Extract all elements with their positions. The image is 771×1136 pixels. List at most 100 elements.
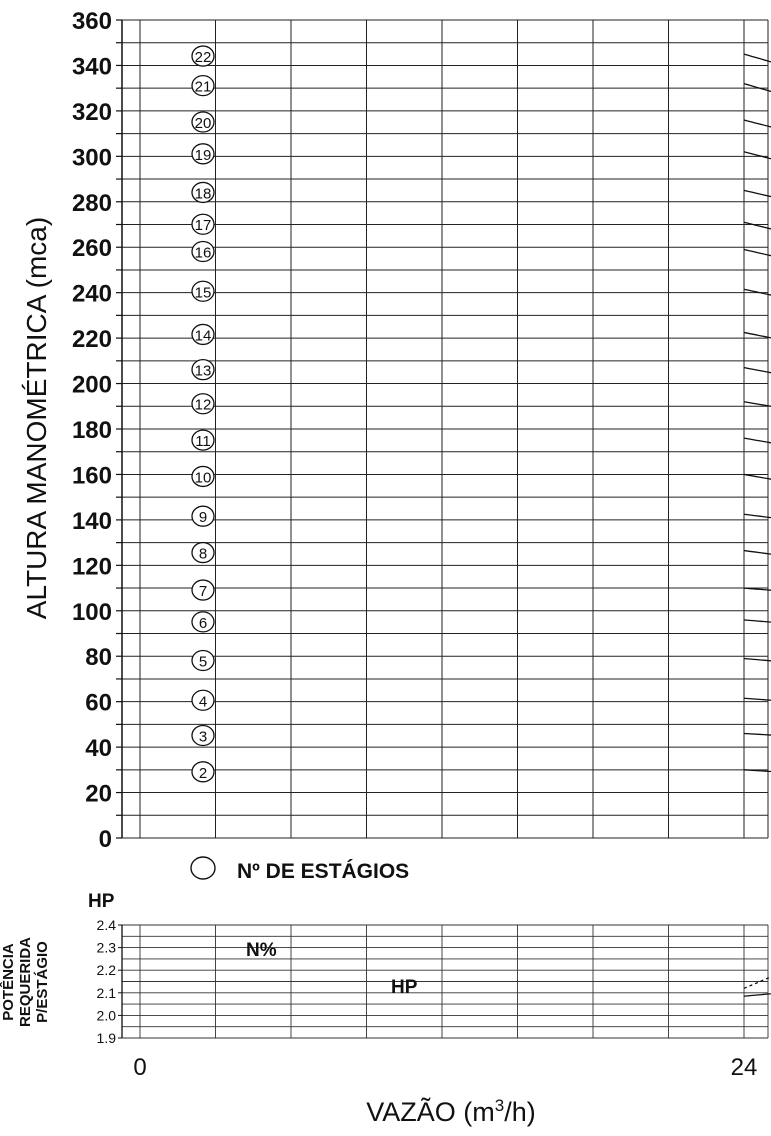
- stage-marker-8: [191, 541, 215, 564]
- stage-label-6: 6: [199, 615, 207, 632]
- y-tick-label: 240: [72, 281, 112, 308]
- x-axis-title-main: VAZÃO (m: [366, 1096, 495, 1127]
- power-ylabel-line: REQUERIDA: [17, 937, 34, 1027]
- power-y-tick-label: 1.9: [97, 1030, 117, 1046]
- power-ylabel-line: POTÊNCIA: [0, 943, 17, 1021]
- y-tick-label: 60: [85, 690, 112, 717]
- stage-marker-6: [191, 611, 215, 633]
- stage-label-9: 9: [199, 509, 207, 526]
- stage-label-10: 10: [195, 469, 212, 486]
- stage-marker-15: [191, 280, 215, 302]
- y-tick-label: 340: [72, 53, 112, 80]
- y-tick-label: 0: [99, 826, 112, 853]
- efficiency-label: N%: [246, 940, 277, 961]
- stage-label-21: 21: [195, 79, 212, 96]
- stage-marker-7: [191, 579, 215, 601]
- stage-label-2: 2: [199, 765, 207, 782]
- hp-label: HP: [391, 977, 418, 998]
- efficiency-curve: [743, 976, 771, 989]
- stage-curve-12: [743, 401, 771, 407]
- x-tick-label: 24: [731, 1054, 758, 1081]
- stage-curve-9: [743, 513, 771, 519]
- stage-label-14: 14: [195, 327, 212, 344]
- stage-marker-19: [191, 143, 215, 165]
- power-y-tick-label: 2.1: [97, 985, 117, 1001]
- x-tick-label: 0: [133, 1054, 146, 1081]
- y-tick-label: 120: [72, 553, 112, 580]
- stage-label-16: 16: [195, 244, 212, 261]
- stage-marker-21: [191, 74, 215, 97]
- x-axis-title: VAZÃO (m3/h): [366, 1096, 536, 1127]
- stage-marker-10: [191, 465, 215, 488]
- stage-label-4: 4: [199, 693, 207, 710]
- stage-label-7: 7: [199, 583, 207, 600]
- y-tick-label: 20: [85, 781, 112, 808]
- y-tick-label: 320: [72, 99, 112, 126]
- stage-label-8: 8: [199, 546, 207, 563]
- y-tick-label: 260: [72, 235, 112, 262]
- y-tick-label: 360: [72, 8, 112, 35]
- stage-marker-14: [191, 323, 215, 346]
- stage-label-11: 11: [195, 433, 211, 450]
- power-ylabel-line: P/ESTÁGIO: [34, 941, 51, 1023]
- y-axis-title: ALTURA MANOMÉTRICA (mca): [21, 217, 52, 619]
- stage-curve-10: [743, 473, 771, 480]
- y-tick-label: 220: [72, 326, 112, 353]
- stage-curve-3: [743, 732, 771, 736]
- x-axis-title-sup: 3: [495, 1096, 504, 1115]
- stage-label-12: 12: [195, 397, 212, 414]
- stage-marker-2: [191, 761, 215, 783]
- stage-label-19: 19: [195, 147, 212, 164]
- power-unit-label: HP: [88, 891, 115, 912]
- stage-marker-20: [191, 111, 215, 133]
- power-y-tick-label: 2.3: [97, 940, 117, 956]
- stage-marker-13: [191, 358, 215, 381]
- stage-curve-8: [743, 549, 771, 555]
- y-tick-label: 40: [85, 735, 112, 762]
- stage-marker-9: [191, 505, 215, 527]
- stage-label-15: 15: [195, 284, 212, 301]
- stage-curve-5: [743, 657, 771, 662]
- stage-label-13: 13: [195, 363, 212, 380]
- stage-marker-12: [191, 393, 215, 415]
- y-tick-label: 200: [72, 372, 112, 399]
- stage-marker-17: [191, 213, 215, 235]
- y-tick-label: 140: [72, 508, 112, 535]
- stage-curve-7: [743, 587, 771, 591]
- stage-label-20: 20: [195, 115, 212, 132]
- curves-layer: [743, 53, 771, 997]
- stage-label-22: 22: [195, 49, 212, 66]
- stage-label-17: 17: [195, 217, 212, 234]
- hp-curve: [743, 993, 771, 997]
- labels-layer: 0204060801001201401601802002202402602803…: [0, 8, 758, 1127]
- stage-marker-3: [191, 724, 215, 747]
- stage-curve-18: [743, 189, 771, 198]
- grid-layer: [116, 19, 769, 1039]
- y-tick-label: 160: [72, 462, 112, 489]
- stage-curve-11: [743, 437, 771, 444]
- stage-marker-22: [191, 45, 215, 67]
- stage-marker-18: [191, 181, 215, 204]
- stage-marker-5: [191, 649, 215, 672]
- power-y-tick-label: 2.2: [97, 962, 117, 978]
- stage-marker-4: [191, 689, 215, 711]
- stage-marker-16: [191, 240, 215, 263]
- stage-curve-19: [743, 151, 771, 160]
- stage-curve-13: [743, 367, 771, 374]
- stage-curve-2: [743, 769, 771, 773]
- stage-label-5: 5: [199, 653, 207, 670]
- y-tick-label: 300: [72, 144, 112, 171]
- stage-marker-11: [191, 429, 215, 451]
- power-y-tick-label: 2.0: [97, 1007, 117, 1023]
- y-tick-label: 80: [85, 644, 112, 671]
- stage-label-18: 18: [195, 185, 212, 202]
- power-y-tick-label: 2.4: [97, 917, 117, 933]
- x-axis-title-tail: /h): [504, 1097, 536, 1127]
- stage-label-3: 3: [199, 728, 207, 745]
- legend-circle-symbol: [190, 856, 216, 880]
- stage-curve-6: [743, 619, 771, 623]
- y-tick-label: 180: [72, 417, 112, 444]
- legend-text: Nº DE ESTÁGIOS: [237, 860, 409, 883]
